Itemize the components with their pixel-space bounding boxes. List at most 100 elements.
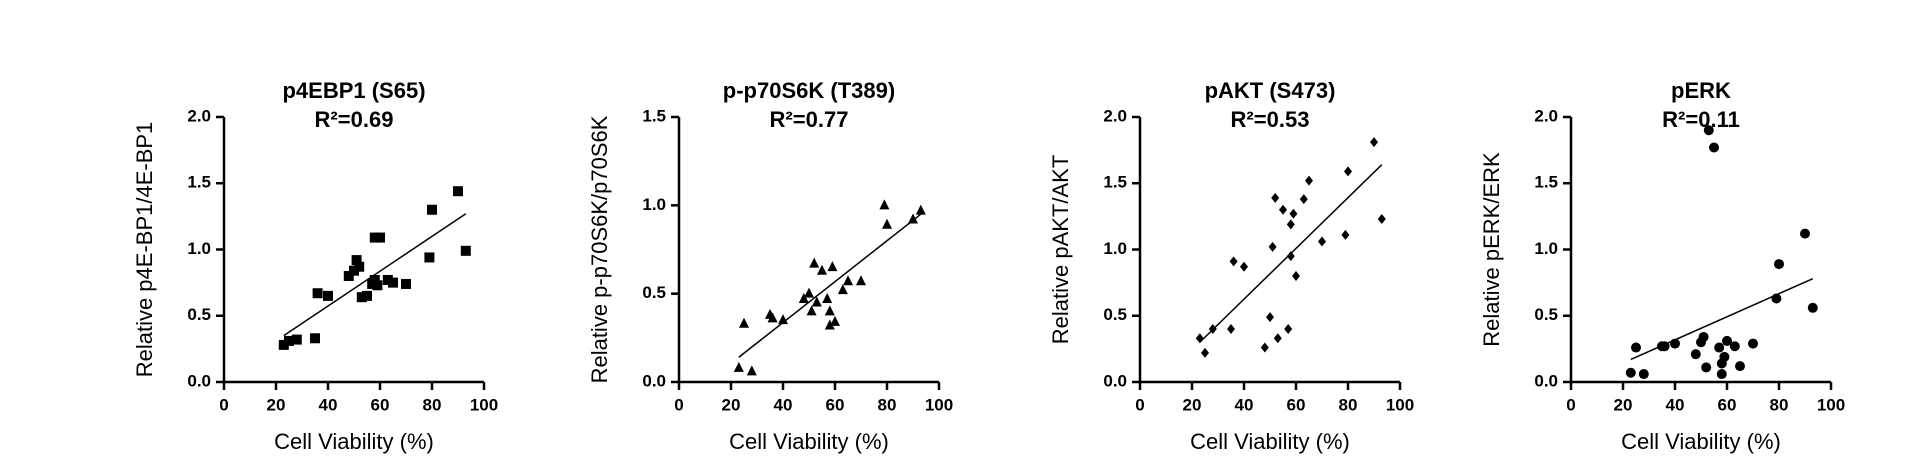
point (354, 261, 365, 272)
x-tick-label: 0 (1135, 395, 1144, 414)
point (1273, 333, 1282, 344)
chart-title: pAKT (S473) (1205, 78, 1336, 103)
point (1771, 293, 1782, 304)
x-tick-label: 80 (423, 395, 442, 414)
x-tick-label: 100 (1817, 395, 1845, 414)
y-axis-label: Relative pAKT/AKT (1048, 155, 1073, 345)
y-tick-label: 2.0 (1103, 106, 1127, 125)
fit-line (738, 213, 922, 358)
chart-subtitle: R²=0.11 (1662, 107, 1740, 132)
y-tick-label: 0.0 (1103, 371, 1127, 390)
point (908, 213, 918, 224)
x-tick-label: 80 (1770, 395, 1789, 414)
x-tick-label: 40 (1235, 395, 1254, 414)
point (453, 186, 463, 197)
point (1714, 342, 1725, 353)
y-tick-label: 2.0 (1534, 106, 1558, 125)
x-tick-label: 20 (267, 395, 286, 414)
x-tick-label: 0 (1566, 395, 1575, 414)
point (1670, 338, 1680, 349)
point (1266, 312, 1274, 323)
point (460, 245, 471, 256)
y-tick-label: 0.5 (1534, 305, 1558, 324)
point (310, 333, 320, 344)
x-tick-label: 0 (219, 395, 228, 414)
point (1341, 229, 1350, 240)
point (1722, 335, 1732, 346)
x-tick-label: 20 (1183, 395, 1202, 414)
y-axis-label: Relative p4E-BP1/4E-BP1 (132, 122, 157, 378)
point (1305, 175, 1313, 186)
point (817, 264, 827, 275)
point (312, 288, 323, 299)
point (856, 275, 866, 286)
point (1638, 369, 1649, 380)
y-tick-label: 0.5 (642, 283, 666, 302)
point (1229, 256, 1238, 267)
point (822, 292, 833, 303)
x-tick-label: 0 (674, 395, 683, 414)
y-tick-label: 1.0 (642, 195, 666, 214)
x-tick-label: 60 (371, 395, 390, 414)
x-axis-label: Cell Viability (%) (1190, 429, 1350, 454)
point (733, 361, 744, 372)
x-tick-label: 40 (774, 395, 793, 414)
point (343, 271, 354, 281)
point (291, 334, 302, 345)
y-tick-label: 1.5 (642, 106, 666, 125)
chart-subtitle: R²=0.69 (315, 107, 394, 132)
point (278, 339, 289, 350)
point (767, 312, 778, 323)
point (401, 278, 411, 289)
x-tick-label: 20 (722, 395, 741, 414)
point (1701, 362, 1712, 373)
point (362, 290, 372, 301)
point (1698, 331, 1709, 342)
x-tick-label: 20 (1614, 395, 1633, 414)
point (1709, 142, 1719, 153)
x-tick-label: 100 (1386, 395, 1414, 414)
x-axis-label: Cell Viability (%) (729, 429, 889, 454)
point (1240, 261, 1248, 272)
x-tick-label: 100 (925, 395, 953, 414)
y-tick-label: 0.0 (1534, 371, 1558, 390)
point (1201, 347, 1209, 358)
x-tick-label: 40 (319, 395, 338, 414)
scatter-chart: pERK R²=0.11 Cell Viability (%) Relative pE… (1479, 78, 1845, 454)
point (837, 284, 848, 295)
point (746, 365, 757, 376)
x-axis-label: Cell Viability (%) (274, 429, 434, 454)
y-axis-label: Relative pERK/ERK (1479, 152, 1504, 347)
y-tick-label: 0.0 (187, 371, 211, 390)
point (1625, 367, 1636, 378)
point (843, 275, 853, 286)
point (811, 296, 822, 307)
point (1807, 302, 1818, 313)
x-tick-label: 80 (878, 395, 897, 414)
point (1370, 137, 1378, 148)
chart-subtitle: R²=0.53 (1231, 107, 1310, 132)
point (1299, 194, 1308, 205)
point (1631, 342, 1641, 353)
point (1377, 214, 1386, 225)
point (1719, 351, 1730, 362)
x-tick-label: 60 (826, 395, 845, 414)
point (372, 280, 383, 291)
point (1289, 208, 1298, 219)
y-tick-label: 1.0 (1534, 239, 1558, 258)
point (778, 314, 788, 325)
point (1286, 219, 1295, 230)
point (1729, 341, 1740, 352)
point (1286, 251, 1295, 262)
chart-subtitle: R²=0.77 (770, 107, 849, 132)
point (824, 319, 835, 330)
point (382, 274, 393, 285)
scatter-chart: p4EBP1 (S65) R²=0.69 Cell Viability (%) Rel… (132, 78, 498, 454)
y-tick-label: 1.5 (187, 173, 211, 192)
x-tick-label: 80 (1339, 395, 1358, 414)
scatter-chart: pAKT (S473) R²=0.53 Cell Viability (%) Rela… (1048, 78, 1414, 454)
point (1774, 259, 1784, 270)
point (824, 305, 835, 316)
